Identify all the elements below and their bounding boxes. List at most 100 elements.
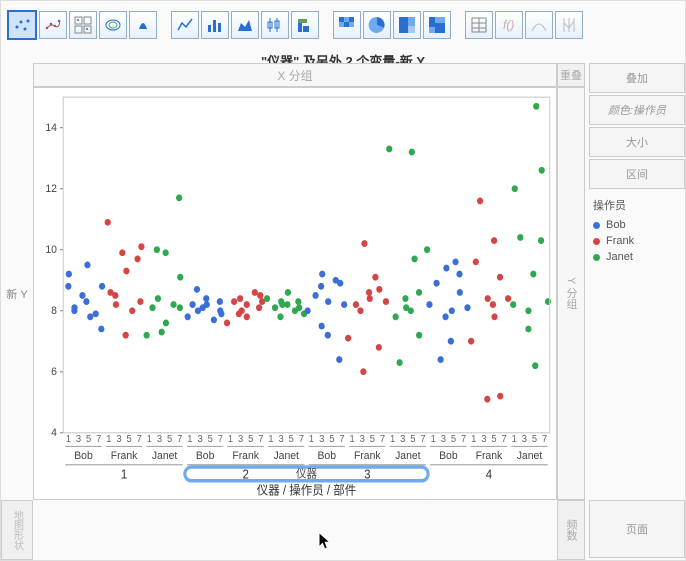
page-button[interactable]: 页面	[589, 500, 685, 558]
svg-text:3: 3	[481, 434, 487, 445]
overlay-button[interactable]: 叠加	[589, 63, 685, 93]
svg-text:1: 1	[309, 434, 314, 445]
svg-text:7: 7	[380, 434, 385, 445]
box-icon[interactable]	[261, 11, 289, 39]
svg-text:Janet: Janet	[152, 450, 177, 463]
svg-text:1: 1	[106, 434, 111, 445]
y-axis-label: 新 Y	[1, 87, 33, 500]
svg-text:8: 8	[51, 305, 57, 318]
svg-text:Frank: Frank	[354, 450, 381, 463]
scatter-matrix-icon[interactable]	[69, 11, 97, 39]
svg-text:5: 5	[248, 434, 254, 445]
svg-text:5: 5	[208, 434, 214, 445]
svg-text:3: 3	[522, 434, 528, 445]
svg-text:5: 5	[289, 434, 295, 445]
svg-text:Frank: Frank	[111, 450, 138, 463]
svg-text:Bob: Bob	[74, 450, 93, 463]
svg-text:5: 5	[451, 434, 457, 445]
svg-text:3: 3	[238, 434, 244, 445]
svg-text:3: 3	[197, 434, 203, 445]
svg-text:5: 5	[370, 434, 376, 445]
svg-text:1: 1	[431, 434, 436, 445]
overlap-button[interactable]: 重叠	[557, 63, 585, 87]
svg-text:Bob: Bob	[439, 450, 458, 463]
table-icon[interactable]	[465, 11, 493, 39]
svg-text:10: 10	[45, 244, 57, 257]
svg-text:1: 1	[471, 434, 476, 445]
x-group-dropzone[interactable]: X 分组	[33, 63, 557, 87]
svg-text:4: 4	[486, 467, 493, 482]
svg-text:7: 7	[542, 434, 547, 445]
svg-text:1: 1	[147, 434, 152, 445]
color-by-button[interactable]: 颜色:操作员	[589, 95, 685, 125]
svg-text:1: 1	[268, 434, 273, 445]
svg-text:1: 1	[66, 434, 71, 445]
chart-type-toolbar: f()	[1, 1, 685, 49]
legend-item[interactable]: Frank	[593, 233, 685, 249]
svg-text:Bob: Bob	[317, 450, 336, 463]
formula-icon[interactable]: f()	[495, 11, 523, 39]
treemap-icon[interactable]	[393, 11, 421, 39]
svg-text:7: 7	[96, 434, 101, 445]
pie-icon[interactable]	[363, 11, 391, 39]
svg-text:6: 6	[51, 366, 57, 379]
svg-text:7: 7	[177, 434, 182, 445]
line-icon[interactable]	[171, 11, 199, 39]
scatter-plot[interactable]: 4681012141357Bob1357Frank1357Janet11357B…	[33, 87, 557, 500]
svg-text:1: 1	[121, 467, 128, 482]
svg-text:5: 5	[532, 434, 538, 445]
svg-text:Janet: Janet	[517, 450, 542, 463]
dist-icon[interactable]	[525, 11, 553, 39]
svg-text:3: 3	[360, 434, 366, 445]
svg-text:5: 5	[491, 434, 497, 445]
svg-text:Frank: Frank	[476, 450, 503, 463]
scatter-smooth-icon[interactable]	[39, 11, 67, 39]
svg-text:仪器: 仪器	[296, 467, 317, 481]
scatter-icon[interactable]	[7, 10, 37, 40]
svg-text:仪器 / 操作员 / 部件: 仪器 / 操作员 / 部件	[257, 482, 356, 498]
svg-text:3: 3	[279, 434, 285, 445]
svg-text:Frank: Frank	[232, 450, 259, 463]
contour-icon[interactable]	[99, 11, 127, 39]
svg-text:7: 7	[502, 434, 507, 445]
svg-text:7: 7	[420, 434, 425, 445]
svg-text:Janet: Janet	[273, 450, 298, 463]
interval-button[interactable]: 区间	[589, 159, 685, 189]
legend: 操作员 BobFrankJanet	[593, 197, 685, 265]
svg-text:1: 1	[228, 434, 233, 445]
svg-text:1: 1	[390, 434, 395, 445]
svg-text:5: 5	[167, 434, 173, 445]
svg-text:5: 5	[127, 434, 133, 445]
parallel-icon[interactable]	[555, 11, 583, 39]
size-button[interactable]: 大小	[589, 127, 685, 157]
svg-text:7: 7	[461, 434, 466, 445]
svg-text:3: 3	[441, 434, 447, 445]
svg-text:Janet: Janet	[395, 450, 420, 463]
svg-text:3: 3	[400, 434, 406, 445]
legend-item[interactable]: Bob	[593, 217, 685, 233]
hist-icon[interactable]	[291, 11, 319, 39]
svg-text:3: 3	[319, 434, 325, 445]
legend-item[interactable]: Janet	[593, 249, 685, 265]
svg-text:7: 7	[339, 434, 344, 445]
area-icon[interactable]	[231, 11, 259, 39]
svg-text:f(): f()	[503, 18, 514, 32]
map-shape-button[interactable]: 地图形状	[1, 500, 33, 560]
bar-icon[interactable]	[201, 11, 229, 39]
svg-text:7: 7	[137, 434, 142, 445]
heatmap-icon[interactable]	[333, 11, 361, 39]
svg-text:3: 3	[157, 434, 163, 445]
svg-text:4: 4	[51, 427, 57, 440]
svg-text:12: 12	[45, 183, 57, 196]
mosaic-icon[interactable]	[423, 11, 451, 39]
svg-text:Bob: Bob	[196, 450, 215, 463]
svg-text:5: 5	[410, 434, 416, 445]
density-icon[interactable]	[129, 11, 157, 39]
svg-text:5: 5	[329, 434, 335, 445]
svg-text:1: 1	[349, 434, 354, 445]
y-group-dropzone[interactable]: Y 分组	[557, 87, 585, 500]
svg-text:7: 7	[258, 434, 263, 445]
frequency-button[interactable]: 频数	[557, 500, 585, 560]
legend-title: 操作员	[593, 197, 685, 213]
svg-text:1: 1	[187, 434, 192, 445]
